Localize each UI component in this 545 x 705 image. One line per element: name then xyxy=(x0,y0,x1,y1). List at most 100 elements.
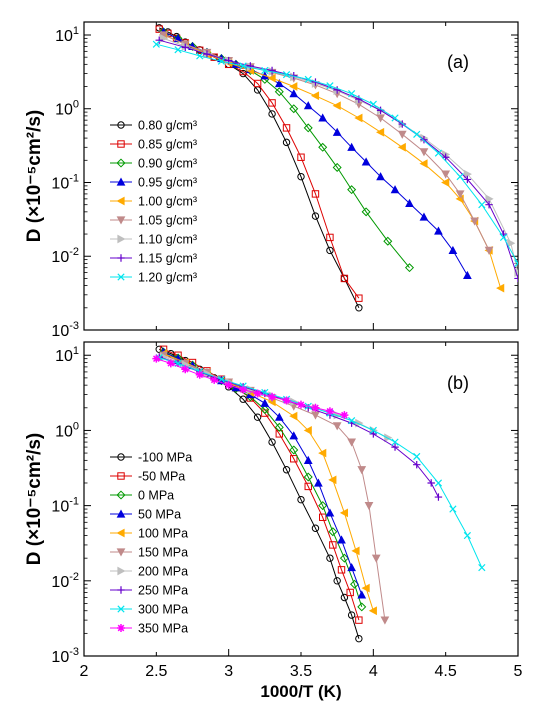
data-point xyxy=(239,385,248,394)
data-point xyxy=(326,246,334,255)
data-point xyxy=(361,207,371,217)
data-point xyxy=(303,123,313,133)
data-point xyxy=(463,531,471,540)
data-point xyxy=(455,190,465,199)
y-tick-label: 101 xyxy=(55,345,79,365)
data-point xyxy=(485,194,494,204)
data-point xyxy=(348,417,356,425)
series-line-8 xyxy=(156,43,518,264)
data-point xyxy=(368,606,377,616)
data-point xyxy=(397,142,406,152)
data-point xyxy=(282,124,291,132)
y-tick-label: 100 xyxy=(55,420,79,440)
data-point xyxy=(246,62,255,70)
x-tick-label: 4 xyxy=(369,663,378,680)
data-point xyxy=(434,149,443,157)
data-point xyxy=(507,238,516,248)
data-point xyxy=(311,524,320,532)
data-point xyxy=(496,283,505,293)
y-axis-label: D (×10⁻⁵cm²/s) xyxy=(24,433,45,565)
legend-label: 300 MPa xyxy=(138,603,188,617)
data-point xyxy=(332,162,342,172)
data-point xyxy=(478,201,486,209)
data-point xyxy=(174,46,182,54)
data-point xyxy=(364,502,374,511)
data-point xyxy=(297,400,305,409)
data-point xyxy=(289,89,299,98)
panel-label: (a) xyxy=(447,52,469,72)
data-point xyxy=(413,452,421,461)
data-point xyxy=(239,395,247,403)
data-point xyxy=(311,212,320,220)
data-point xyxy=(274,78,284,88)
x-axis-label: 1000/T (K) xyxy=(260,682,341,701)
data-point xyxy=(181,365,190,374)
data-point xyxy=(369,100,377,108)
data-point xyxy=(339,508,349,518)
data-point xyxy=(346,588,354,597)
data-point xyxy=(405,198,414,208)
y-tick-label: 10-2 xyxy=(51,571,79,591)
y-tick-label: 10-1 xyxy=(51,496,79,516)
legend-marker xyxy=(117,254,125,262)
data-point xyxy=(289,411,298,421)
series-line-3 xyxy=(163,31,468,276)
data-point xyxy=(181,43,189,52)
legend-label: 250 MPa xyxy=(138,584,188,598)
legend: 0.80 g/cm³ 0.85 g/cm³ 0.90 g/cm³ 0.95 g/cm³… xyxy=(110,119,197,285)
data-point xyxy=(253,79,262,88)
data-point xyxy=(313,478,323,487)
legend-label: 1.05 g/cm³ xyxy=(138,214,197,228)
y-tick-label: 100 xyxy=(55,99,79,119)
legend-marker xyxy=(117,140,125,148)
data-point xyxy=(297,495,305,504)
y-axis-label: D (×10⁻⁵cm²/s) xyxy=(24,110,45,242)
data-point xyxy=(337,566,346,574)
data-point xyxy=(166,359,175,368)
data-point xyxy=(268,438,276,446)
data-point xyxy=(340,274,349,283)
data-point xyxy=(318,113,328,122)
legend-label: -50 MPa xyxy=(138,470,185,484)
legend-label: 50 MPa xyxy=(138,508,181,522)
data-point xyxy=(348,90,356,98)
data-point xyxy=(318,142,328,152)
data-point xyxy=(441,170,451,179)
data-point xyxy=(339,553,349,563)
data-point xyxy=(282,71,291,79)
data-point xyxy=(318,501,328,511)
x-tick-label: 3.5 xyxy=(290,663,312,680)
data-point xyxy=(420,136,428,144)
series-line-8 xyxy=(159,357,483,568)
data-point xyxy=(326,554,334,562)
legend-label: 1.20 g/cm³ xyxy=(138,271,197,285)
series-line-3 xyxy=(163,351,363,596)
data-point xyxy=(355,418,364,428)
legend-marker xyxy=(117,453,125,461)
data-point xyxy=(318,448,327,458)
legend-marker xyxy=(117,273,125,281)
legend-label: 0 MPa xyxy=(138,489,174,503)
data-point xyxy=(355,634,363,643)
data-point xyxy=(261,66,269,75)
legend-marker xyxy=(116,528,125,538)
y-tick-label: 10-1 xyxy=(51,172,79,192)
data-point xyxy=(333,86,341,94)
data-point xyxy=(303,426,312,435)
legend-label: -100 MPa xyxy=(138,451,192,465)
data-point xyxy=(434,226,443,235)
legend-marker xyxy=(116,177,126,186)
data-point xyxy=(340,593,349,602)
data-point xyxy=(441,153,450,161)
legend-marker xyxy=(116,216,126,225)
legend-marker xyxy=(116,196,125,206)
data-point xyxy=(282,138,291,147)
data-point xyxy=(390,185,400,194)
data-point xyxy=(391,438,399,446)
data-point xyxy=(441,178,450,187)
data-point xyxy=(282,466,291,474)
data-point xyxy=(357,466,367,475)
data-point xyxy=(268,99,276,107)
data-point xyxy=(485,200,493,209)
legend-label: 200 MPa xyxy=(138,565,188,579)
